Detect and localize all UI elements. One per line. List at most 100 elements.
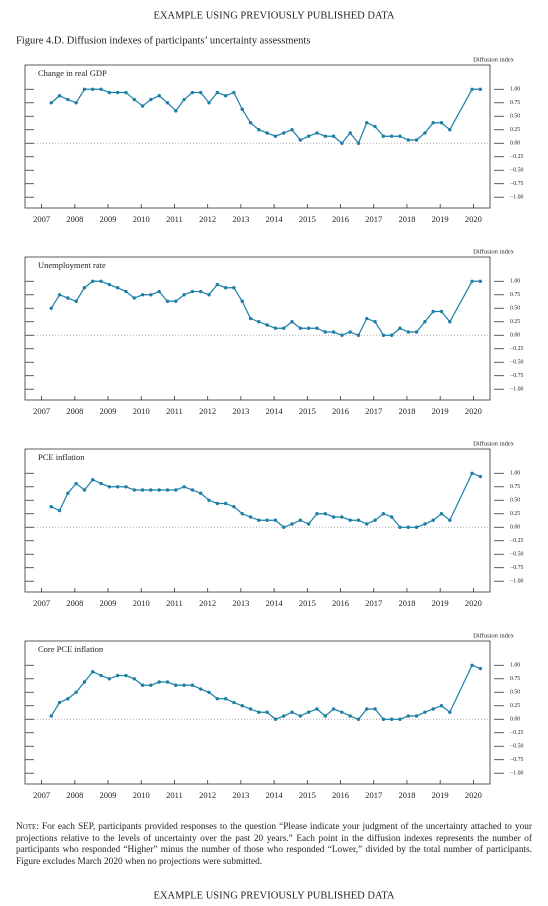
data-point: [340, 333, 344, 337]
data-point: [215, 282, 220, 287]
data-point: [331, 134, 336, 138]
footer: EXAMPLE USING PREVIOUSLY PUBLISHED DATA: [154, 890, 395, 901]
data-point: [389, 515, 394, 519]
series-line: [50, 88, 481, 145]
data-point: [91, 478, 95, 482]
y-axis-label: Diffusion index: [473, 440, 515, 447]
data-point: [99, 87, 103, 91]
y-tick-label: −0.25: [510, 730, 524, 736]
x-tick-label: 2015: [299, 406, 316, 416]
y-tick-label: −0.25: [510, 346, 524, 352]
y-tick-label: −0.50: [510, 552, 524, 558]
x-tick-label: 2012: [199, 214, 216, 224]
x-tick-label: 2009: [100, 598, 117, 608]
data-point: [315, 131, 319, 135]
data-point: [207, 101, 211, 105]
data-point: [290, 320, 294, 324]
x-tick-label: 2014: [266, 790, 284, 800]
series-line: [50, 664, 481, 720]
data-point: [406, 138, 410, 142]
data-point: [423, 320, 427, 324]
x-tick-label: 2008: [66, 598, 83, 608]
y-tick-label: 0.00: [510, 717, 520, 723]
x-tick-label: 2020: [465, 406, 482, 416]
plot-frame: [24, 256, 491, 401]
x-tick-label: 2015: [299, 214, 316, 224]
data-point: [298, 326, 303, 330]
data-point: [365, 707, 369, 711]
data-point: [373, 124, 377, 129]
y-tick-label: 0.25: [510, 127, 520, 133]
data-point: [373, 320, 377, 324]
data-point: [306, 134, 311, 138]
y-tick-label: −0.75: [510, 181, 524, 187]
data-point: [215, 697, 220, 701]
x-tick-label: 2016: [332, 406, 349, 416]
y-tick-label: 0.50: [510, 498, 520, 504]
data-point: [356, 717, 361, 721]
data-point: [140, 683, 145, 687]
figure-title: Figure 4.D. Diffusion indexes of partici…: [16, 35, 310, 46]
data-point: [282, 326, 286, 330]
data-point: [207, 498, 211, 502]
data-point: [165, 299, 170, 303]
panel-title: PCE inflation: [38, 452, 85, 462]
data-point: [82, 286, 87, 290]
x-tick-label: 2020: [465, 214, 482, 224]
data-point: [290, 522, 294, 526]
data-point: [431, 707, 435, 711]
data-point: [107, 485, 112, 489]
data-point: [439, 309, 444, 314]
data-point: [290, 710, 294, 714]
data-point: [74, 690, 78, 694]
data-point: [306, 710, 311, 714]
x-tick-label: 2012: [199, 790, 216, 800]
x-tick-label: 2018: [398, 214, 415, 224]
x-tick-label: 2007: [33, 790, 50, 800]
x-tick-label: 2012: [199, 598, 216, 608]
x-tick-label: 2009: [100, 406, 117, 416]
data-point: [315, 512, 319, 516]
data-point: [115, 673, 120, 678]
data-point: [348, 131, 352, 135]
data-point: [265, 518, 269, 522]
note-text: For each SEP, participants provided resp…: [16, 822, 532, 867]
data-point: [315, 326, 319, 330]
data-point: [448, 710, 452, 714]
data-point: [398, 326, 402, 330]
y-axis-label: Diffusion index: [473, 632, 515, 639]
panel-title: Change in real GDP: [38, 68, 107, 78]
data-point: [82, 87, 87, 91]
x-tick-label: 2007: [33, 598, 50, 608]
y-tick-label: −1.00: [510, 579, 524, 585]
x-tick-label: 2010: [133, 598, 150, 608]
data-point: [115, 286, 120, 290]
y-tick-label: −0.75: [510, 757, 524, 763]
x-tick-label: 2008: [66, 406, 83, 416]
data-point: [257, 518, 261, 522]
data-point: [365, 522, 369, 526]
data-point: [107, 677, 112, 681]
x-tick-label: 2012: [199, 406, 216, 416]
data-point: [248, 121, 253, 125]
data-point: [149, 293, 153, 297]
data-point: [199, 491, 203, 495]
data-point: [149, 488, 153, 492]
x-tick-label: 2014: [266, 214, 284, 224]
data-point: [439, 121, 444, 125]
x-tick-label: 2017: [365, 790, 382, 800]
x-tick-label: 2013: [232, 214, 249, 224]
data-point: [248, 316, 253, 321]
data-point: [423, 710, 427, 714]
x-tick-label: 2011: [166, 214, 183, 224]
data-point: [165, 101, 170, 105]
data-point: [115, 90, 120, 95]
data-point: [157, 680, 161, 684]
data-point: [406, 330, 410, 334]
data-point: [49, 505, 53, 509]
data-point: [423, 131, 427, 135]
data-point: [74, 481, 78, 486]
data-point: [91, 279, 95, 283]
data-point: [207, 690, 211, 694]
data-point: [273, 134, 278, 138]
